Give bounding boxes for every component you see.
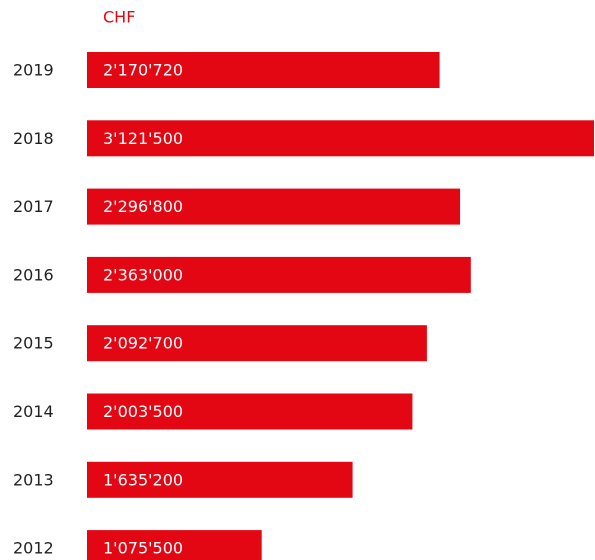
y-tick-label: 2019 xyxy=(13,61,54,80)
y-tick-label: 2014 xyxy=(13,402,54,421)
y-tick-label: 2015 xyxy=(13,334,54,353)
bar xyxy=(87,461,353,498)
y-tick-label: 2016 xyxy=(13,265,54,284)
bar xyxy=(87,52,440,88)
y-tick-label: 2017 xyxy=(13,197,54,216)
bar xyxy=(87,393,413,430)
value-label: 1'075'500 xyxy=(103,539,183,558)
value-label: 2'296'800 xyxy=(103,197,183,216)
bar xyxy=(87,530,262,560)
bar xyxy=(87,120,594,157)
y-tick-label: 2012 xyxy=(13,539,54,558)
bar xyxy=(87,188,461,225)
unit-label: CHF xyxy=(103,8,135,27)
y-tick-label: 2018 xyxy=(13,129,54,148)
value-label: 2'003'500 xyxy=(103,402,183,421)
y-tick-label: 2013 xyxy=(13,470,54,489)
bar xyxy=(87,256,471,293)
value-label: 2'363'000 xyxy=(103,265,183,284)
value-label: 3'121'500 xyxy=(103,129,183,148)
value-label: 2'092'700 xyxy=(103,334,183,353)
bar xyxy=(87,325,427,362)
value-label: 1'635'200 xyxy=(103,470,183,489)
value-label: 2'170'720 xyxy=(103,61,183,80)
